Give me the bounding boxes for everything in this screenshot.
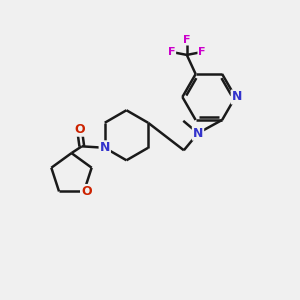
- Text: N: N: [100, 141, 110, 154]
- Text: F: F: [198, 47, 206, 57]
- Text: O: O: [74, 123, 85, 136]
- Text: N: N: [193, 127, 203, 140]
- Text: N: N: [232, 91, 242, 103]
- Text: F: F: [168, 47, 175, 57]
- Text: F: F: [183, 34, 190, 45]
- Text: O: O: [81, 185, 92, 198]
